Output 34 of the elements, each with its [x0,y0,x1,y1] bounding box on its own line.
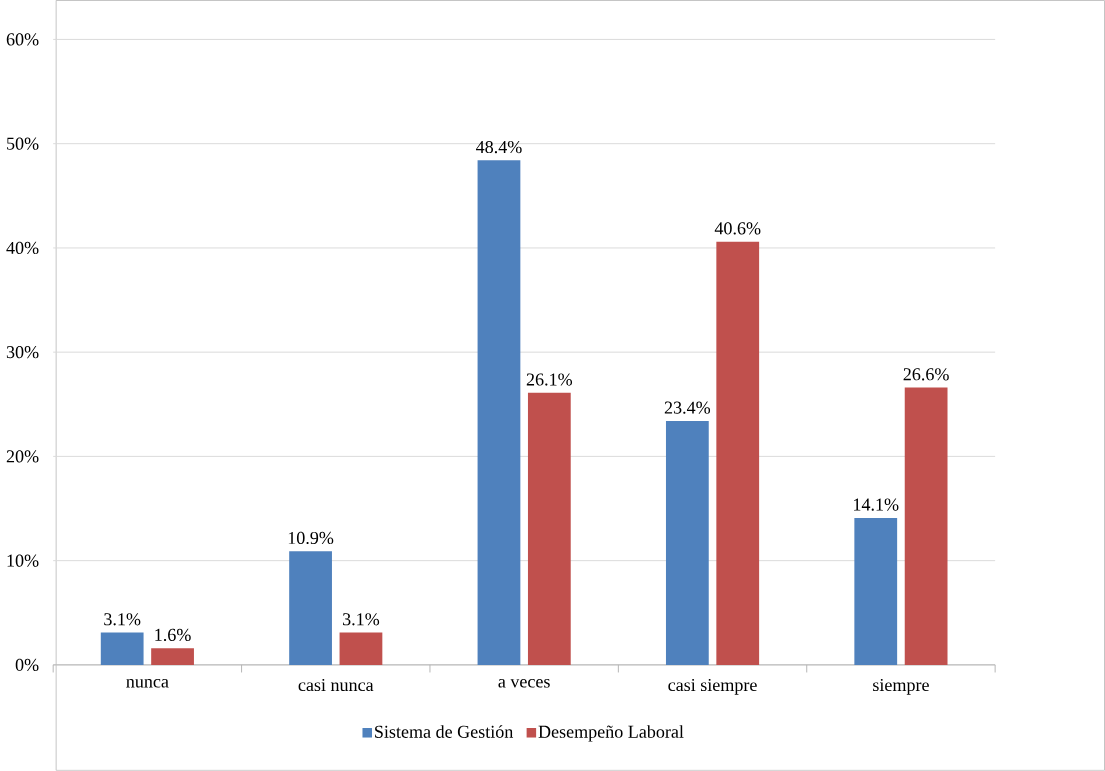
legend-label: Sistema de Gestión [375,725,514,738]
y-tick-label: 30% [6,346,39,359]
bar [289,551,332,665]
bar [904,387,948,665]
legend-label: Desempeño Laboral [538,725,684,742]
x-tick-label: casi nunca [298,679,374,692]
x-tick-label: nunca [126,678,169,688]
data-label: 26.6% [903,368,949,381]
data-label: 14.1% [854,498,899,511]
data-label: 3.1% [343,613,380,626]
data-label: 10.9% [288,531,334,545]
data-label: 3.1% [104,613,141,626]
bar [151,648,194,665]
data-label: 48.4% [476,140,522,154]
bar [100,632,144,665]
bar [527,392,571,665]
y-tick-label: 0% [15,658,39,672]
data-label: 1.6% [155,628,191,642]
bar [339,632,383,665]
bar [477,160,521,665]
x-tick-label: siempre [873,679,929,695]
data-label: 23.4% [664,401,711,414]
bar [854,517,898,665]
y-tick-label: 20% [6,450,39,463]
y-tick-label: 60% [6,33,39,46]
y-tick-label: 10% [7,554,39,567]
data-label: 40.6% [714,222,761,235]
y-tick-label: 40% [6,241,39,255]
y-tick-label: 50% [7,137,39,150]
bar [716,241,760,665]
x-tick-label: casi siempre [668,679,757,695]
data-label: 26.1% [526,373,573,386]
bar [665,421,709,665]
x-tick-label: a veces [498,678,550,688]
